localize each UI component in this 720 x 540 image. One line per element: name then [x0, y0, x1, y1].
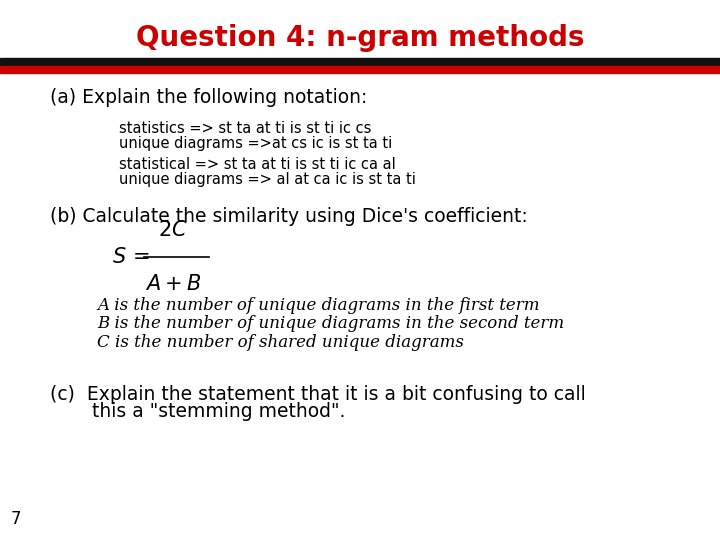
Text: 7: 7 [11, 510, 22, 528]
Text: $A+B$: $A+B$ [145, 274, 201, 294]
Text: unique diagrams =>at cs ic is st ta ti: unique diagrams =>at cs ic is st ta ti [119, 136, 392, 151]
Bar [0, 58, 720, 66]
Text: Question 4: n-gram methods: Question 4: n-gram methods [136, 24, 584, 52]
Text: $S\,{=}$: $S\,{=}$ [112, 247, 150, 267]
Text: statistics => st ta at ti is st ti ic cs: statistics => st ta at ti is st ti ic cs [119, 121, 372, 136]
Text: unique diagrams => al at ca ic is st ta ti: unique diagrams => al at ca ic is st ta … [119, 172, 415, 187]
Text: B is the number of unique diagrams in the second term: B is the number of unique diagrams in th… [97, 315, 564, 333]
Text: this a "stemming method".: this a "stemming method". [50, 402, 346, 421]
Text: A is the number of unique diagrams in the first term: A is the number of unique diagrams in th… [97, 296, 540, 314]
Text: (a) Explain the following notation:: (a) Explain the following notation: [50, 87, 368, 107]
Text: (c)  Explain the statement that it is a bit confusing to call: (c) Explain the statement that it is a b… [50, 384, 586, 404]
Text: (b) Calculate the similarity using Dice's coefficient:: (b) Calculate the similarity using Dice'… [50, 206, 528, 226]
Bar [0, 66, 720, 73]
Text: statistical => st ta at ti is st ti ic ca al: statistical => st ta at ti is st ti ic c… [119, 157, 395, 172]
Text: $2C$: $2C$ [158, 220, 188, 240]
Text: C is the number of shared unique diagrams: C is the number of shared unique diagram… [97, 334, 464, 352]
